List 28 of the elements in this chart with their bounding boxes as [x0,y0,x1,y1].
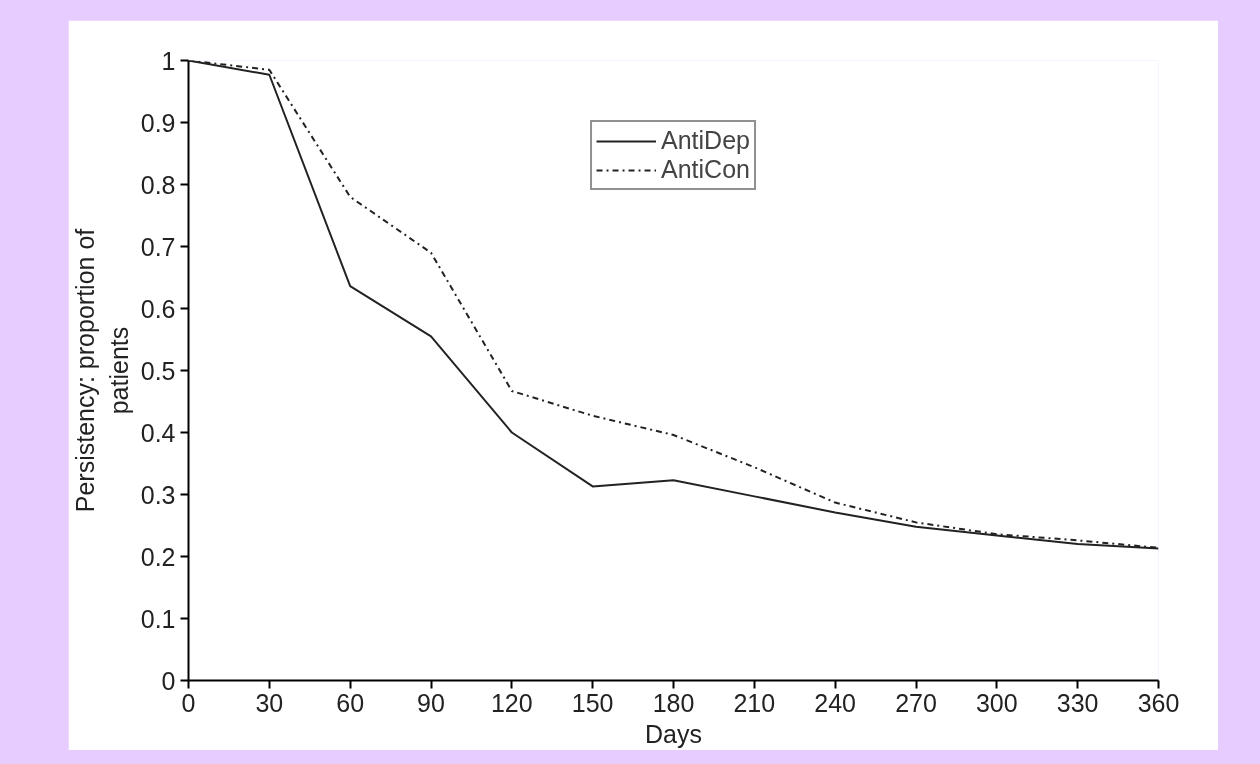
y-tick-label: 1 [161,46,176,75]
y-axis-title: Persistency: proportion of patients [71,228,133,513]
legend-label: AntiDep [661,126,750,155]
x-tick-label: 120 [490,688,533,717]
y-tick-label: 0.6 [140,294,176,323]
x-tick-label: 60 [336,688,365,717]
y-tick-label: 0.8 [140,170,176,199]
x-tick-label: 330 [1056,688,1099,717]
x-tick-label: 90 [417,688,445,717]
x-tick-label: 150 [571,688,614,717]
legend-label: AntiCon [661,155,750,184]
y-tick-label: 0.3 [140,480,176,509]
y-tick-label: 0.5 [140,356,176,385]
y-tick-label: 0.4 [140,418,176,447]
x-tick-label: 210 [733,688,776,717]
y-tick-label: 0.7 [140,232,176,261]
x-tick-label: 300 [975,688,1018,717]
y-tick-label: 0.9 [140,108,176,137]
x-tick-label: 240 [814,688,857,717]
x-tick-label: 270 [895,688,937,717]
x-tick-label: 30 [255,688,284,717]
y-tick-label: 0 [161,666,176,695]
y-tick-label: 0.1 [140,604,176,633]
y-tick-label: 0.2 [140,542,176,571]
x-tick-label: 360 [1137,688,1180,717]
x-tick-label: 0 [181,688,196,717]
x-tick-label: 180 [652,688,695,717]
x-axis-title: Days [645,719,702,748]
